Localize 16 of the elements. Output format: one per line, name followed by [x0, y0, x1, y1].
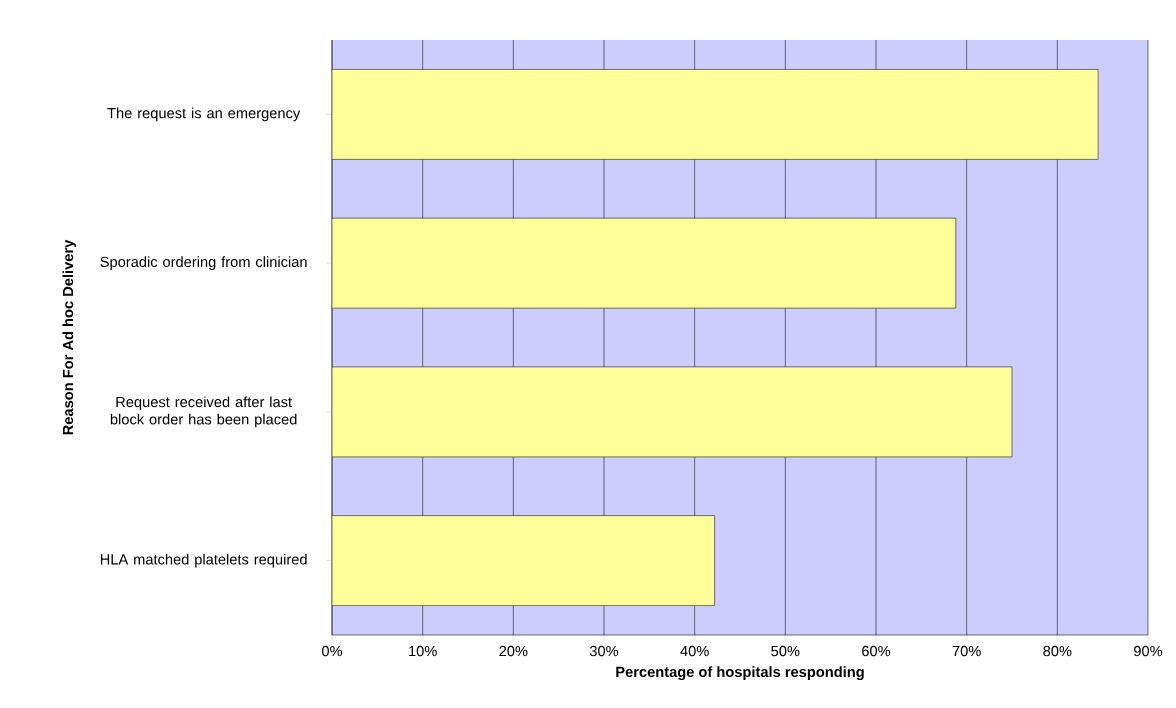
x-tick-label: 30% — [589, 645, 619, 657]
x-tick-label: 80% — [1043, 645, 1072, 657]
x-tick-label: 70% — [952, 645, 981, 657]
x-tick-label: 50% — [771, 645, 800, 657]
x-tick-label: 60% — [862, 645, 891, 657]
x-tick-label: 0% — [321, 645, 343, 657]
y-tick-label: The request is an emergency — [107, 107, 301, 122]
y-tick-label: HLA matched platelets required — [100, 553, 307, 568]
y-axis-title: Reason For Ad hoc Delivery — [62, 239, 77, 435]
x-tick-label: 90% — [1134, 645, 1163, 657]
y-tick-label: Request received after last block order has been placed — [110, 396, 297, 428]
x-tick-label: 40% — [680, 645, 709, 657]
x-tick-label: 20% — [499, 645, 528, 657]
x-axis-title: Percentage of hospitals responding — [616, 666, 864, 681]
y-tick-label: Sporadic ordering from clinician — [100, 256, 307, 270]
x-tick-label: 10% — [409, 645, 437, 657]
